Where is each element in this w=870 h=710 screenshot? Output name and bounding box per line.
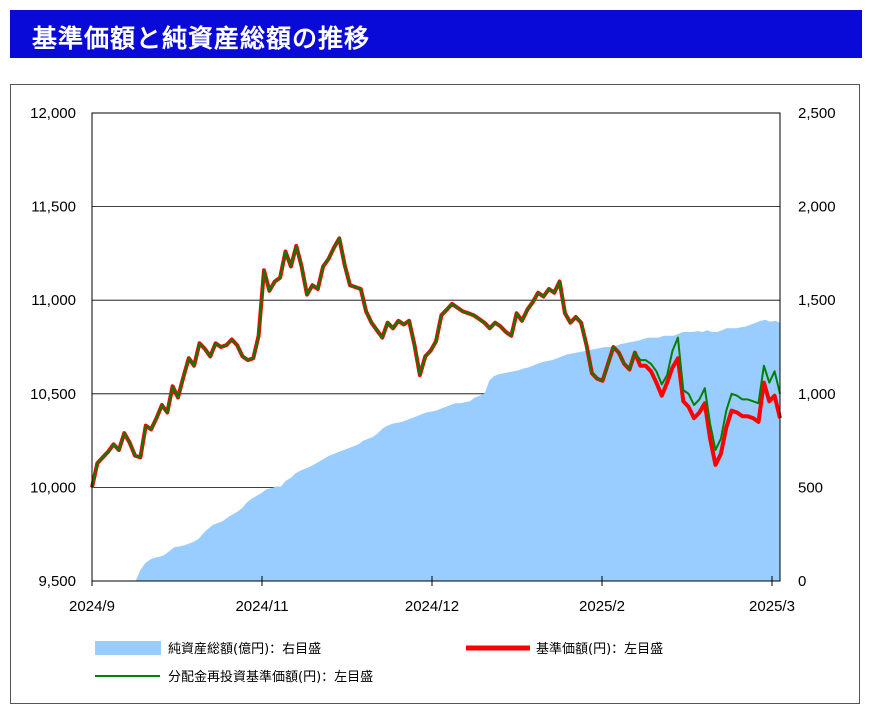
y-axis-left: 9,500 10,000 10,500 11,000 11,500 12,000 [30, 105, 76, 590]
x-tick-label: 2025/3 [749, 598, 795, 615]
x-tick-label: 2024/9 [69, 598, 115, 615]
title-bar: 基準価額と純資産総額の推移 [10, 10, 862, 58]
legend-swatch-net-assets [95, 641, 161, 655]
net-assets-area [92, 319, 780, 581]
y-right-tick-label: 0 [798, 573, 806, 590]
x-tick-label: 2025/2 [579, 598, 625, 615]
x-axis: 2024/9 2024/11 2024/12 2025/2 2025/3 [69, 576, 795, 615]
y-right-tick-label: 1,500 [798, 292, 836, 309]
y-left-tick-label: 11,500 [31, 199, 76, 216]
legend-label-net-assets: 純資産総額(億円)：右目盛 [168, 641, 321, 657]
legend-item-nav-reinvested: 分配金再投資基準価額(円)：左目盛 [95, 669, 373, 685]
page-title: 基準価額と純資産総額の推移 [32, 24, 371, 53]
y-right-tick-label: 500 [798, 479, 823, 496]
y-left-tick-label: 9,500 [38, 573, 76, 590]
y-right-tick-label: 2,500 [798, 105, 836, 122]
nav-reinvested-line [91, 237, 781, 488]
y-left-tick-label: 11,000 [31, 292, 76, 309]
y-right-tick-label: 1,000 [798, 386, 836, 403]
y-axis-right: 0 500 1,000 1,500 2,000 2,500 [798, 105, 836, 590]
y-left-tick-label: 10,000 [30, 479, 76, 496]
legend-item-net-assets: 純資産総額(億円)：右目盛 [95, 641, 321, 657]
y-right-tick-label: 2,000 [798, 199, 836, 216]
legend-label-nav-reinvested: 分配金再投資基準価額(円)：左目盛 [168, 669, 373, 685]
legend-item-nav: 基準価額(円)：左目盛 [466, 641, 663, 657]
legend: 純資産総額(億円)：右目盛 基準価額(円)：左目盛 分配金再投資基準価額(円)：… [95, 641, 663, 685]
y-left-tick-label: 12,000 [30, 105, 76, 122]
y-left-tick-label: 10,500 [30, 386, 76, 403]
x-tick-label: 2024/12 [405, 598, 459, 615]
plot-border [91, 112, 781, 582]
x-tick-label: 2024/11 [235, 598, 288, 615]
legend-label-nav: 基準価額(円)：左目盛 [536, 641, 663, 657]
